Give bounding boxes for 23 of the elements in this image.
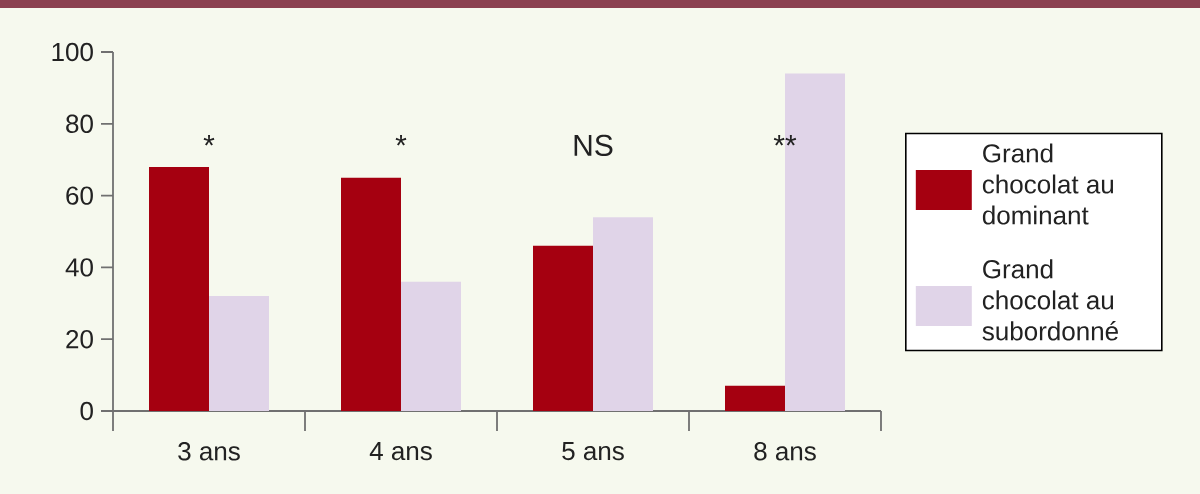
- bar: [149, 166, 209, 411]
- annotation: **: [773, 135, 797, 146]
- y-tick-label: 0: [80, 401, 93, 421]
- y-tick-label: 100: [52, 42, 93, 62]
- y-tick-label: 60: [66, 186, 93, 205]
- bar: [209, 296, 270, 411]
- annotation: *: [395, 135, 407, 146]
- legend-label: Grand chocolat au dominant: [982, 143, 1114, 225]
- bar: [593, 217, 653, 411]
- bar: [533, 245, 593, 411]
- x-tick-label: 5 ans: [562, 442, 624, 461]
- annotation: *: [203, 135, 215, 146]
- annotation: NS: [574, 134, 613, 156]
- bar: [341, 177, 401, 411]
- x-tick-label: 4 ans: [369, 442, 432, 461]
- y-tick-label: 40: [65, 258, 93, 277]
- bar: [401, 281, 461, 411]
- x-tick-label: 3 ans: [178, 442, 240, 461]
- y-tick-label: 20: [66, 329, 93, 349]
- bar: [725, 385, 785, 411]
- x-tick-label: 8 ans: [754, 442, 816, 461]
- legend-label: Grand chocolat au subordonné: [982, 259, 1118, 341]
- y-tick-label: 80: [66, 114, 93, 133]
